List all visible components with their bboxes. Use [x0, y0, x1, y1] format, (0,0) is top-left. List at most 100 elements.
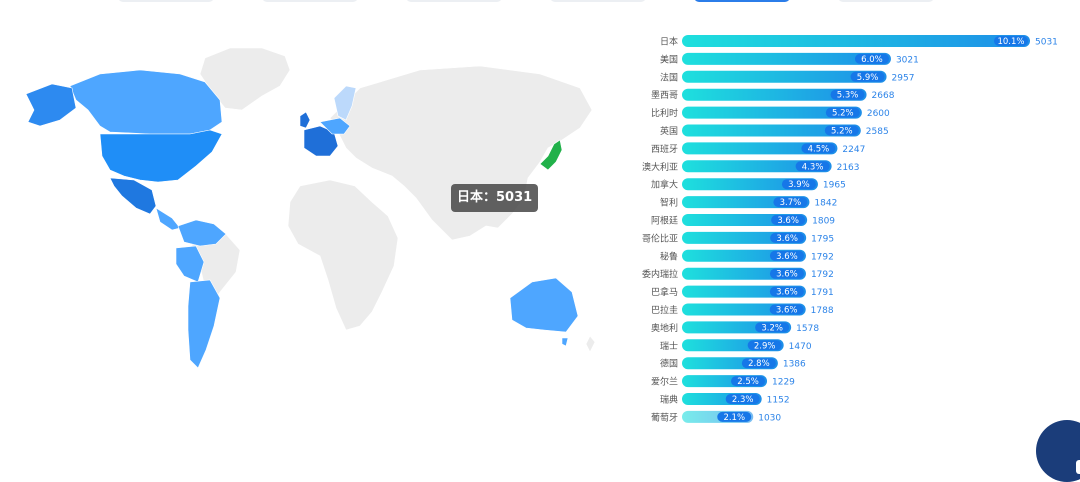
- bar-percent-label: 2.9%: [754, 341, 776, 351]
- bar-category-label: 比利时: [651, 107, 678, 119]
- central-america-region[interactable]: [155, 207, 181, 231]
- bar[interactable]: [682, 35, 1030, 47]
- bar-percent-badge: [854, 53, 889, 64]
- bar-value-label: 1791: [811, 288, 834, 298]
- tab-1[interactable]: [118, 0, 214, 2]
- bar[interactable]: [682, 70, 887, 83]
- bar[interactable]: [682, 52, 891, 65]
- bar[interactable]: [682, 124, 861, 137]
- bar-percent-badge: [801, 143, 836, 154]
- bar-percent-badge: [769, 268, 804, 279]
- bar-percent-label: 2.1%: [723, 413, 745, 423]
- bar-value-label: 1965: [823, 181, 846, 191]
- bar-percent-badge: [725, 394, 760, 404]
- bar-value-label: 1386: [783, 360, 806, 370]
- bar-value-label: 1470: [789, 342, 812, 352]
- bar-value-label: 3021: [896, 55, 919, 65]
- bar[interactable]: [682, 160, 832, 173]
- bar-percent-badge: [717, 411, 752, 422]
- bar-percent-badge: [769, 250, 804, 261]
- bar-percent-label: 3.6%: [776, 252, 798, 262]
- alaska-region[interactable]: [25, 83, 77, 127]
- bar-value-label: 1792: [811, 270, 834, 280]
- bar-percent-label: 3.9%: [788, 180, 810, 190]
- bar-category-label: 阿根廷: [651, 215, 678, 227]
- chile-argentina-region[interactable]: [187, 279, 221, 369]
- bar-category-label: 法国: [660, 71, 678, 83]
- bar-percent-label: 3.6%: [776, 288, 798, 298]
- central-europe-region[interactable]: [319, 117, 351, 135]
- uk-region[interactable]: [299, 111, 311, 129]
- bar-percent-label: 6.0%: [861, 55, 883, 65]
- tab-2[interactable]: [262, 0, 358, 2]
- bar-value-label: 2668: [872, 91, 895, 101]
- bar-value-label: 2600: [867, 109, 890, 119]
- bar-percent-label: 10.1%: [997, 37, 1024, 47]
- bar-percent-badge: [830, 89, 865, 100]
- bar-category-label: 加拿大: [651, 179, 678, 191]
- bar-value-label: 1788: [811, 306, 834, 316]
- bar-value-label: 1795: [811, 234, 834, 244]
- bar-percent-label: 2.3%: [732, 395, 754, 405]
- bar-category-label: 奥地利: [651, 322, 678, 334]
- new-zealand[interactable]: [585, 335, 596, 353]
- bar-percent-label: 5.3%: [837, 91, 859, 101]
- bar-value-label: 2585: [866, 127, 889, 137]
- australia-region[interactable]: [509, 277, 579, 333]
- bar-percent-badge: [770, 232, 805, 243]
- bar-value-label: 2163: [837, 163, 860, 173]
- western-europe-region[interactable]: [303, 125, 339, 157]
- bar-percent-badge: [825, 107, 860, 118]
- bar-category-label: 澳大利亚: [642, 161, 678, 173]
- mexico-region[interactable]: [109, 177, 157, 215]
- bar-category-label: 智利: [660, 197, 678, 209]
- bar-category-label: 美国: [660, 53, 678, 65]
- bar-value-label: 5031: [1035, 38, 1058, 48]
- tab-5-active[interactable]: [694, 0, 790, 2]
- chat-icon: [1076, 460, 1080, 474]
- africa[interactable]: [287, 179, 399, 331]
- world-map[interactable]: [0, 30, 600, 390]
- bar[interactable]: [682, 106, 862, 119]
- bar-percent-label: 3.6%: [776, 234, 798, 244]
- bar-percent-label: 3.6%: [777, 216, 799, 226]
- bar-value-label: 1578: [796, 324, 819, 334]
- bar-percent-badge: [769, 286, 804, 297]
- tab-3[interactable]: [406, 0, 502, 2]
- map-base-land: [191, 47, 596, 353]
- bar-value-label: 1030: [758, 413, 781, 423]
- bar-percent-badge: [747, 340, 782, 351]
- bar-category-label: 英国: [660, 125, 678, 137]
- bar-percent-label: 5.9%: [857, 73, 879, 83]
- bar-percent-badge: [994, 36, 1028, 46]
- bar[interactable]: [682, 142, 838, 155]
- japan-region[interactable]: [539, 139, 563, 171]
- venezuela-colombia-region[interactable]: [177, 219, 227, 247]
- bar-percent-label: 5.2%: [831, 127, 853, 137]
- bar-percent-label: 2.8%: [748, 359, 770, 369]
- bar-percent-label: 3.6%: [776, 270, 798, 280]
- bar-percent-badge: [795, 161, 830, 172]
- bar-category-label: 瑞士: [660, 340, 678, 352]
- eurasia[interactable]: [329, 65, 593, 241]
- canada-region[interactable]: [69, 69, 223, 135]
- bar-value-label: 1842: [814, 199, 837, 209]
- bar-category-label: 秘鲁: [660, 250, 678, 262]
- bar-value-label: 1229: [772, 378, 795, 388]
- bar-percent-badge: [771, 215, 806, 225]
- tasmania-region[interactable]: [561, 337, 569, 347]
- bar[interactable]: [682, 88, 867, 101]
- bar-category-label: 德国: [660, 358, 678, 370]
- bar-value-label: 2957: [892, 73, 915, 83]
- bar-value-label: 2247: [842, 145, 865, 155]
- bar-category-label: 巴拿马: [651, 286, 678, 298]
- country-bar-chart: 日本 10.1% 5031 美国 6.0% 3021 法国 5.9% 2957 墨西哥 5.3% 26…: [642, 35, 1058, 423]
- map-tooltip: 日本：5031: [451, 184, 539, 212]
- scandinavia-region[interactable]: [333, 85, 357, 121]
- bar-percent-label: 3.7%: [780, 198, 802, 208]
- bar-category-label: 巴拉圭: [651, 304, 678, 316]
- bar-percent-label: 3.2%: [761, 323, 783, 333]
- usa-region[interactable]: [99, 129, 223, 183]
- tab-6[interactable]: [838, 0, 934, 2]
- tab-4[interactable]: [550, 0, 646, 2]
